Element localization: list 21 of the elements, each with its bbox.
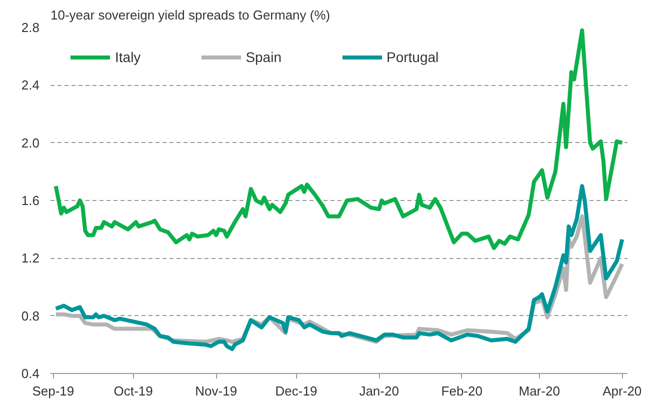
- x-tick-label: Mar-20: [518, 384, 560, 398]
- y-tick-label: 1.2: [21, 250, 40, 266]
- legend-label: Portugal: [386, 49, 439, 65]
- line-series: [54, 184, 624, 351]
- chart-title: 10-year sovereign yield spreads to Germany (%): [50, 8, 330, 22]
- x-tick-label: Feb-20: [441, 384, 482, 398]
- y-tick-label: 0.8: [21, 308, 40, 324]
- x-tick-label: Nov-19: [195, 384, 238, 398]
- legend-label: Spain: [246, 49, 282, 65]
- line-series: [54, 28, 624, 250]
- y-tick-label: 1.6: [21, 193, 40, 208]
- legend-label: Italy: [115, 49, 141, 65]
- x-tick-label: Oct-19: [114, 384, 153, 398]
- y-tick-label: 0.4: [21, 366, 40, 381]
- x-tick-label: Sep-19: [32, 384, 74, 398]
- y-tick-label: 2.8: [21, 20, 40, 35]
- x-tick-label: Jan-20: [359, 384, 399, 398]
- y-tick-label: 2.4: [21, 78, 40, 93]
- y-tick-label: 2.0: [21, 135, 40, 150]
- x-tick-label: Dec-19: [275, 384, 318, 398]
- x-tick-label: Apr-20: [602, 384, 642, 398]
